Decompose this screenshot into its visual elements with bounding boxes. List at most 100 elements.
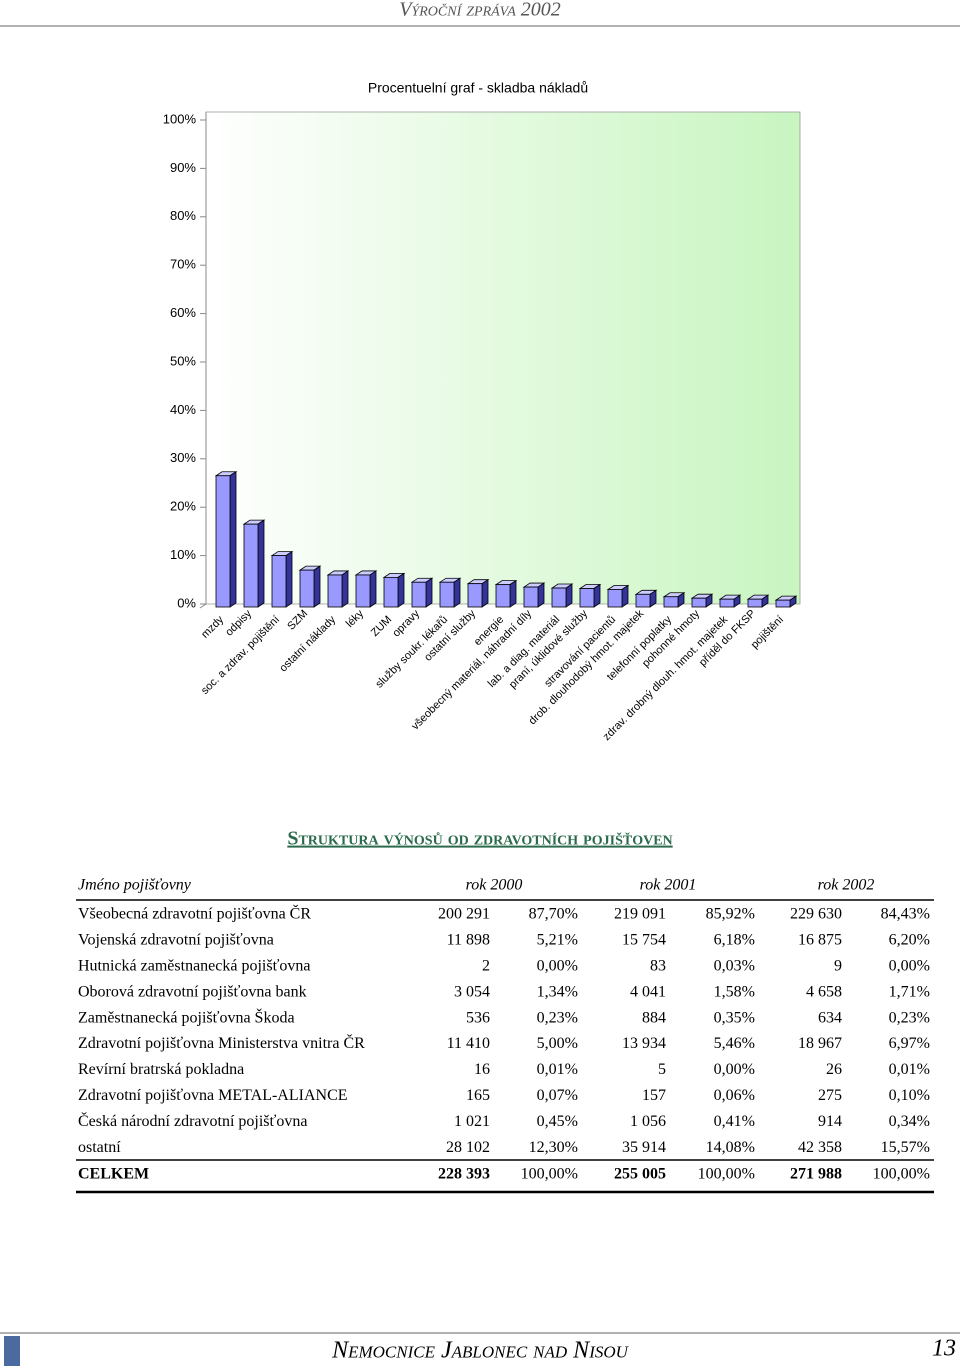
table-cell: Zdravotní pojišťovna Ministerstva vnitra… — [78, 1033, 365, 1052]
table-cell: 15 754 — [622, 932, 666, 949]
bar — [439, 581, 455, 608]
table-cell: 0,06% — [714, 1087, 755, 1104]
bar — [775, 599, 791, 608]
bar-side — [257, 519, 265, 608]
table-cell: 4 658 — [806, 983, 842, 1000]
bar — [215, 475, 231, 608]
table-cell: 11 410 — [447, 1035, 490, 1052]
table-cell: 914 — [818, 1113, 842, 1130]
footer-logo — [4, 1336, 20, 1366]
table-cell: 1,71% — [889, 983, 930, 1000]
table-cell: 9 — [834, 957, 842, 974]
table-cell: Oborová zdravotní pojišťovna bank — [78, 983, 307, 1000]
footer-title: Nemocnice Jablonec nad Nisou — [331, 1338, 630, 1364]
table-header: Jméno pojišťovny — [78, 877, 192, 894]
y-tick-label: 70% — [170, 257, 196, 272]
bar — [551, 587, 567, 608]
x-tick-label: ZUM — [369, 614, 394, 639]
table-cell: 1 056 — [630, 1113, 666, 1130]
table-cell: Zdravotní pojišťovna METAL-ALIANCE — [78, 1087, 348, 1104]
bar-side — [593, 583, 601, 608]
table-cell: 0,34% — [889, 1113, 930, 1130]
bar-side — [621, 584, 629, 608]
bar — [719, 598, 735, 608]
bar-side — [425, 577, 433, 608]
table-cell: 28 102 — [446, 1139, 490, 1156]
table-cell: 219 091 — [614, 906, 666, 923]
table-total: 100,00% — [698, 1166, 755, 1183]
table-cell: 1,34% — [537, 983, 578, 1000]
table-cell: 0,00% — [889, 957, 930, 974]
table-cell: 12,30% — [529, 1139, 578, 1156]
table-cell: Česká národní zdravotní pojišťovna — [78, 1111, 307, 1130]
bar — [579, 588, 595, 608]
table-cell: 5,21% — [537, 932, 578, 949]
table-cell: Zaměstnanecká pojišťovna Škoda — [78, 1007, 295, 1026]
table-cell: 5,46% — [714, 1035, 755, 1052]
table-cell: 2 — [482, 957, 490, 974]
table-cell: 5,00% — [537, 1035, 578, 1052]
y-tick-label: 10% — [170, 547, 196, 562]
table-cell: ostatní — [78, 1139, 121, 1156]
table-cell: 536 — [466, 1009, 490, 1026]
bar — [467, 583, 483, 608]
plot-wall — [199, 112, 207, 609]
table-cell: Všeobecná zdravotní pojišťovna ČR — [78, 904, 311, 923]
table-cell: 0,23% — [889, 1009, 930, 1026]
table-cell: 14,08% — [706, 1139, 755, 1156]
table-cell: 634 — [818, 1009, 842, 1026]
y-tick-label: 20% — [170, 499, 196, 514]
table-cell: 11 898 — [447, 932, 490, 949]
section-title: Struktura výnosů od zdravotních pojišťov… — [287, 828, 672, 850]
table-cell: 0,01% — [537, 1061, 578, 1078]
table-cell: 35 914 — [622, 1139, 666, 1156]
y-tick-label: 60% — [170, 305, 196, 320]
table-cell: 3 054 — [454, 983, 490, 1000]
table-total: CELKEM — [78, 1166, 149, 1183]
bar — [635, 593, 651, 608]
bar — [691, 597, 707, 608]
table-cell: 157 — [642, 1087, 666, 1104]
table-cell: 15,57% — [881, 1139, 930, 1156]
table-cell: 0,10% — [889, 1087, 930, 1104]
table-cell: 18 967 — [798, 1035, 842, 1052]
y-tick-label: 80% — [170, 208, 196, 223]
bar-side — [537, 582, 545, 608]
bar-side — [313, 565, 321, 608]
bar-side — [285, 550, 293, 608]
bar-side — [397, 572, 405, 608]
table-cell: 16 875 — [798, 932, 842, 949]
bar-side — [453, 577, 461, 608]
header-title: Výroční zpráva 2002 — [399, 0, 561, 21]
y-tick-label: 90% — [170, 160, 196, 175]
bar — [663, 596, 679, 608]
bar — [495, 584, 511, 608]
bar — [327, 574, 343, 608]
bar-side — [341, 570, 349, 608]
table-cell: 229 630 — [790, 906, 842, 923]
bar — [383, 576, 399, 608]
table-cell: 0,23% — [537, 1009, 578, 1026]
bar-side — [229, 470, 237, 608]
table-cell: 200 291 — [438, 906, 490, 923]
table-cell: 42 358 — [798, 1139, 842, 1156]
table-cell: 26 — [826, 1061, 842, 1078]
bar — [607, 589, 623, 608]
table-cell: 85,92% — [706, 906, 755, 923]
table-cell: 6,97% — [889, 1035, 930, 1052]
x-tick-label: léky — [344, 607, 367, 630]
table-cell: 275 — [818, 1087, 842, 1104]
y-tick-label: 100% — [163, 111, 197, 126]
table-cell: 0,45% — [537, 1113, 578, 1130]
table: Jméno pojišťovny rok 2000 rok 2001 rok 2002… — [76, 877, 934, 1194]
table-cell: 1,58% — [714, 983, 755, 1000]
table-cell: 884 — [642, 1009, 666, 1026]
table-cell: 1 021 — [454, 1113, 490, 1130]
bar — [299, 569, 315, 608]
page-number: 13 — [932, 1336, 956, 1362]
table-header: rok 2001 — [640, 877, 697, 894]
table-cell: 6,18% — [714, 932, 755, 949]
table-cell: 0,07% — [537, 1087, 578, 1104]
bar-side — [565, 583, 573, 608]
